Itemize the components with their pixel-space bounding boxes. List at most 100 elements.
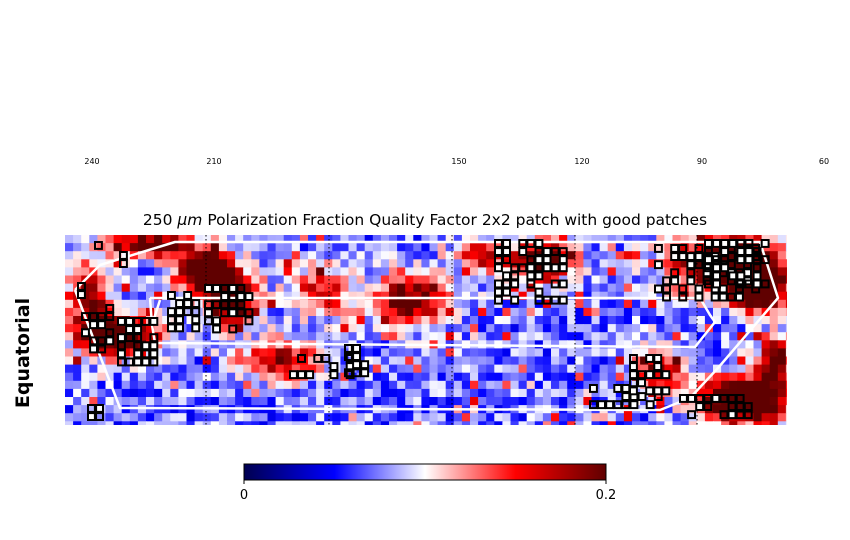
heatmap-cell	[81, 380, 90, 390]
heatmap-cell	[672, 364, 682, 374]
heatmap-cell	[437, 275, 447, 285]
heatmap-cell	[194, 259, 204, 268]
heatmap-cell	[696, 340, 706, 349]
heatmap-cell	[105, 356, 115, 366]
heatmap-cell	[664, 275, 674, 285]
heatmap-cell	[291, 332, 301, 341]
heatmap-cell	[113, 405, 123, 414]
heatmap-cell	[105, 372, 115, 382]
heatmap-cell	[437, 259, 447, 268]
heatmap-cell	[437, 243, 447, 252]
heatmap-cell	[753, 299, 763, 309]
heatmap-cell	[542, 316, 552, 325]
good-patch-marker	[183, 307, 193, 317]
heatmap-cell	[518, 299, 528, 309]
heatmap-cell	[210, 251, 220, 260]
heatmap-cell	[291, 267, 301, 277]
heatmap-cell	[235, 316, 244, 325]
heatmap-cell	[129, 372, 139, 382]
good-patch-marker	[228, 284, 238, 293]
good-patch-marker	[510, 279, 520, 289]
heatmap-cell	[186, 316, 196, 325]
heatmap-cell	[575, 332, 584, 341]
heatmap-cell	[356, 324, 366, 333]
heatmap-cell	[510, 356, 520, 366]
heatmap-cell	[502, 332, 512, 341]
heatmap-cell	[372, 388, 382, 398]
heatmap-cell	[494, 372, 503, 382]
heatmap-cell	[664, 380, 674, 390]
heatmap-cell	[672, 283, 682, 293]
good-patch-marker	[718, 292, 728, 302]
heatmap-cell	[81, 348, 90, 358]
good-patch-marker	[542, 295, 552, 305]
heatmap-cell	[632, 413, 641, 422]
heatmap-cell	[308, 421, 317, 425]
good-patch-marker	[661, 386, 671, 396]
heatmap-cell	[275, 413, 285, 422]
heatmap-cell	[397, 413, 406, 422]
heatmap-cell	[299, 243, 309, 252]
heatmap-cell	[777, 348, 787, 358]
heatmap-cell	[648, 267, 657, 277]
heatmap-cell	[397, 364, 406, 374]
heatmap-cell	[389, 388, 398, 398]
good-patch-marker	[149, 357, 159, 367]
good-patch-marker	[653, 362, 663, 372]
heatmap-cell	[316, 243, 325, 252]
heatmap-cell	[235, 259, 244, 268]
heatmap-cell	[316, 275, 325, 285]
heatmap-cell	[745, 356, 755, 366]
heatmap-cell	[534, 388, 544, 398]
heatmap-cell	[89, 299, 98, 309]
outline-path	[73, 240, 780, 412]
good-patch-marker	[494, 247, 503, 257]
heatmap-cell	[777, 413, 787, 422]
heatmap-cell	[518, 388, 528, 398]
heatmap-cell	[324, 372, 333, 382]
heatmap-cell	[753, 324, 763, 333]
good-patch-marker	[133, 341, 143, 351]
heatmap-cell	[640, 356, 649, 366]
heatmap-cell	[599, 348, 609, 358]
heatmap-cell	[89, 283, 98, 293]
heatmap-cell	[753, 348, 763, 358]
heatmap-cell	[332, 307, 341, 317]
good-patch-marker	[87, 412, 96, 422]
heatmap-cell	[559, 397, 568, 406]
good-patch-marker	[212, 284, 222, 293]
title-rest: Polarization Fraction Quality Factor 2x2…	[202, 211, 707, 229]
heatmap-cell	[202, 380, 212, 390]
heatmap-cell	[680, 372, 690, 382]
heatmap-cell	[283, 397, 293, 406]
heatmap-cell	[275, 291, 285, 301]
heatmap-cell	[704, 348, 714, 358]
heatmap-cell	[640, 316, 649, 325]
heatmap-cell	[73, 421, 82, 425]
heatmap-cell	[461, 299, 471, 309]
heatmap-cell	[218, 397, 228, 406]
heatmap-cell	[218, 243, 228, 252]
heatmap-cell	[680, 340, 690, 349]
good-patch-marker	[534, 295, 544, 305]
heatmap-cell	[389, 267, 398, 277]
heatmap-cell	[340, 380, 350, 390]
good-patch-marker	[518, 263, 528, 273]
good-patch-marker	[297, 370, 307, 380]
heatmap-cell	[494, 356, 503, 366]
colorbar-label-min: 0	[240, 488, 248, 503]
heatmap-cell	[656, 324, 665, 333]
heatmap-cell	[291, 291, 301, 301]
heatmap-cell	[186, 340, 196, 349]
heatmap-cell	[97, 235, 107, 244]
heatmap-cell	[745, 316, 755, 325]
heatmap-cell	[453, 356, 463, 366]
heatmap-cell	[607, 307, 617, 317]
heatmap-cell	[348, 421, 358, 425]
heatmap-cell	[672, 356, 682, 366]
x-tick-210: 210	[206, 157, 221, 166]
heatmap-cell	[340, 421, 350, 425]
heatmap-cell	[332, 291, 341, 301]
heatmap-cell	[559, 348, 568, 358]
heatmap-cell	[421, 324, 431, 333]
